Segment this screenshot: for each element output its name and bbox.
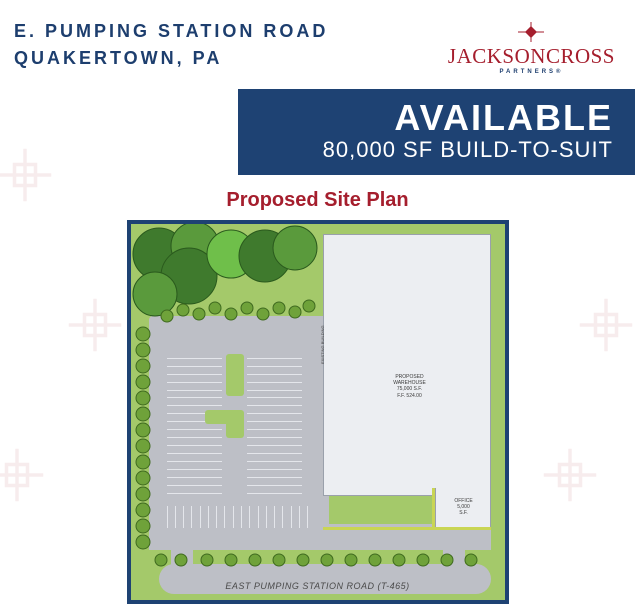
banner-sub: 80,000 SF BUILD-TO-SUIT xyxy=(260,137,613,163)
watermark-icon xyxy=(571,290,635,360)
brand-logo: JACKSONCROSS PARTNERS® xyxy=(448,18,615,75)
title-line-2: QUAKERTOWN, PA xyxy=(14,45,328,72)
property-title: E. PUMPING STATION ROAD QUAKERTOWN, PA xyxy=(14,18,328,72)
header: E. PUMPING STATION ROAD QUAKERTOWN, PA J… xyxy=(0,0,635,85)
watermark-icon xyxy=(60,290,130,360)
brand-subtitle: PARTNERS® xyxy=(448,69,615,75)
tree-canopy xyxy=(131,224,505,600)
watermark-icon xyxy=(0,440,52,510)
title-line-1: E. PUMPING STATION ROAD xyxy=(14,18,328,45)
site-plan: PROPOSED WAREHOUSE 75,000 S.F. F.F. 524.… xyxy=(127,220,509,604)
brand-name: JACKSONCROSS xyxy=(448,44,615,69)
brand-suffix: CROSS xyxy=(546,44,615,68)
availability-banner: AVAILABLE 80,000 SF BUILD-TO-SUIT xyxy=(238,89,635,175)
banner-main: AVAILABLE xyxy=(260,99,613,137)
watermark-icon xyxy=(535,440,605,510)
brand-prefix: JACKSON xyxy=(448,44,546,68)
plan-title: Proposed Site Plan xyxy=(0,189,635,212)
compass-icon xyxy=(518,22,544,42)
